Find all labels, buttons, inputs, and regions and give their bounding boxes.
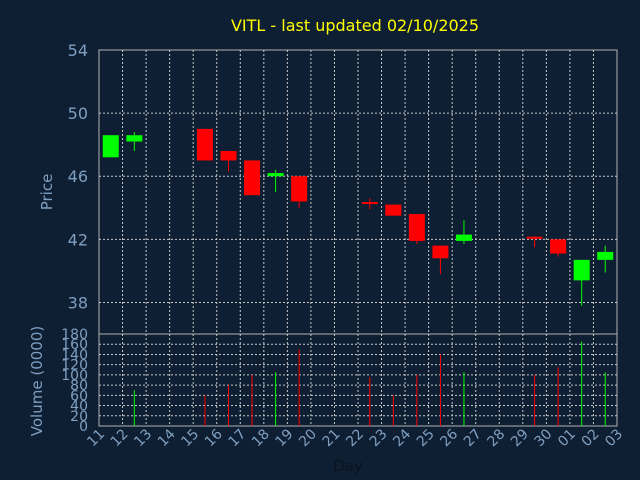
candle-body bbox=[526, 236, 543, 239]
volume-tick-label: 140 bbox=[61, 347, 88, 363]
price-tick-label: 50 bbox=[68, 104, 88, 123]
price-tick-label: 46 bbox=[68, 167, 88, 186]
candle-body bbox=[361, 202, 378, 205]
price-tick-label: 42 bbox=[68, 230, 88, 249]
x-axis-label: Day bbox=[333, 457, 363, 475]
volume-tick-label: 40 bbox=[70, 399, 88, 415]
candle-body bbox=[573, 259, 590, 281]
volume-tick-label: 20 bbox=[70, 409, 88, 425]
candle-body bbox=[291, 176, 308, 202]
candle-body bbox=[455, 234, 472, 241]
candle-body bbox=[126, 135, 143, 142]
candle-body bbox=[220, 150, 237, 161]
volume-tick-label: 180 bbox=[61, 327, 88, 343]
volume-tick-label: 160 bbox=[61, 337, 88, 353]
volume-tick-label: 60 bbox=[70, 388, 88, 404]
volume-tick-label: 100 bbox=[61, 368, 88, 384]
volume-axis-label: Volume (0000) bbox=[28, 326, 46, 436]
candle-body bbox=[408, 214, 425, 241]
volume-tick-label: 80 bbox=[70, 378, 88, 394]
candle-body bbox=[597, 251, 614, 260]
price-tick-label: 38 bbox=[68, 293, 88, 312]
volume-tick-label: 0 bbox=[79, 419, 88, 435]
price-tick-labels: 38 42 46 50 54 bbox=[68, 41, 88, 312]
price-tick-label: 54 bbox=[68, 41, 88, 60]
candle-body bbox=[385, 204, 402, 216]
candle-body bbox=[244, 160, 261, 196]
candles bbox=[102, 128, 614, 306]
y-axis-label: Price bbox=[38, 174, 56, 211]
candle-body bbox=[102, 135, 119, 158]
grid-lines bbox=[99, 50, 617, 426]
candle-body bbox=[267, 173, 284, 177]
volume-tick-label: 120 bbox=[61, 358, 88, 374]
candle-body bbox=[432, 245, 449, 259]
volume-bars bbox=[133, 341, 606, 426]
candle-body bbox=[550, 239, 567, 254]
day-tick-labels: 11 12 13 14 15 16 17 18 19 20 21 22 23 24 25 26 27 28 29 30… bbox=[84, 426, 626, 450]
chart-title: VITL - last updated 02/10/2025 bbox=[231, 16, 479, 35]
candle-body bbox=[196, 128, 213, 161]
